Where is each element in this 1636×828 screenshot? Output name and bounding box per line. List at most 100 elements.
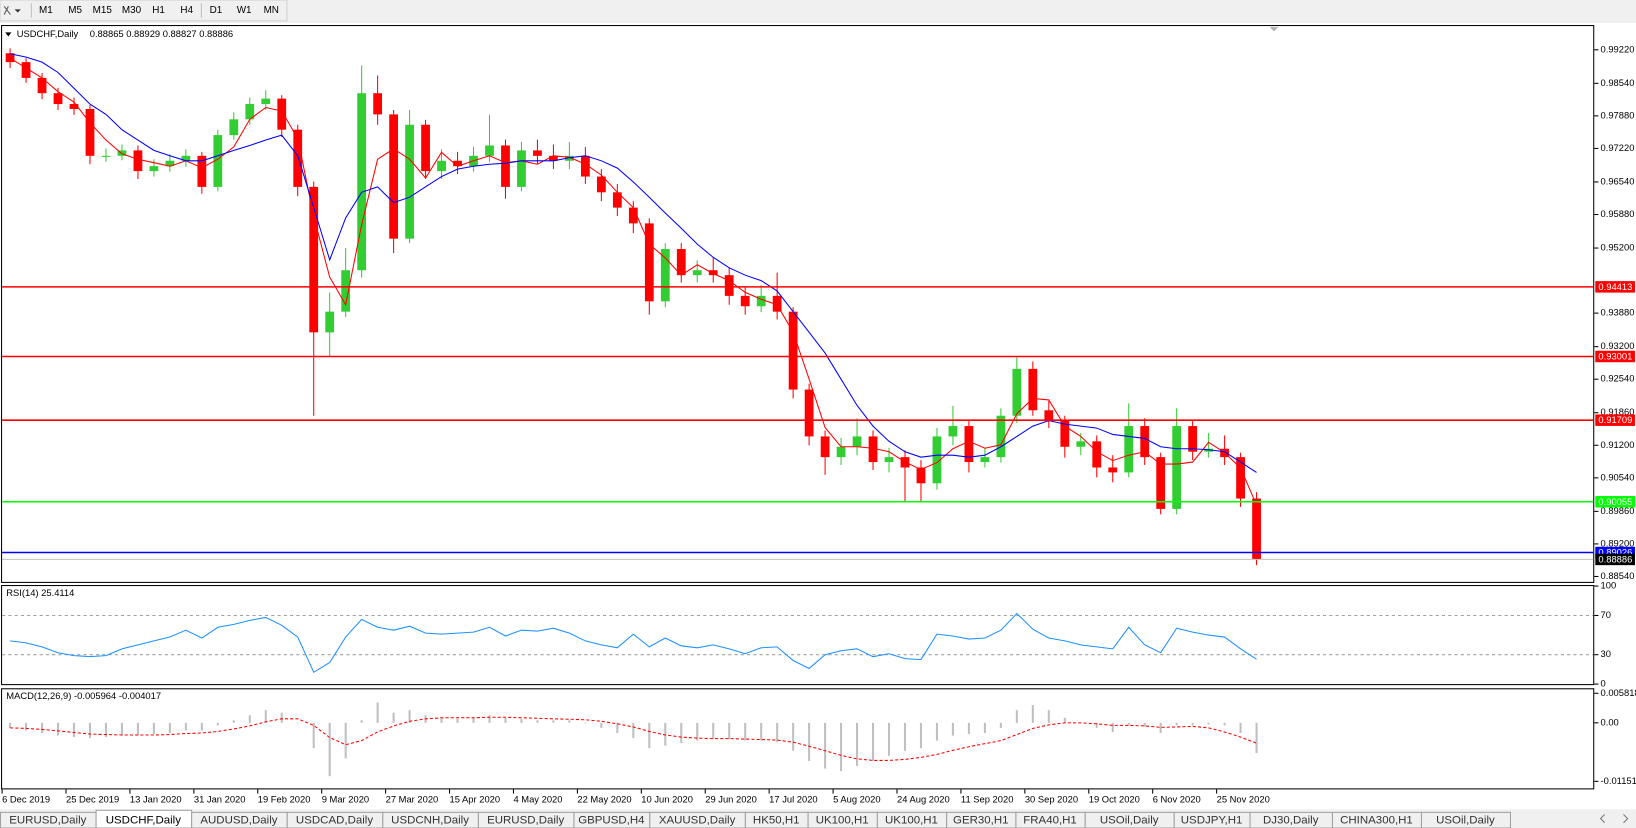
macd-bar — [616, 722, 619, 733]
tab-label[interactable]: DJ30,Daily — [1263, 815, 1319, 827]
macd-bar — [25, 722, 28, 731]
tab-label[interactable]: EURUSD,Daily — [487, 815, 564, 827]
candle-body — [932, 436, 942, 484]
tab-label[interactable]: FRA40,H1 — [1023, 815, 1077, 827]
y-tick-label: -0.011514 — [1601, 776, 1636, 786]
macd-bar — [56, 722, 60, 736]
y-tick-label: 0.88540 — [1601, 571, 1635, 581]
tab[interactable]: EURUSD,Daily — [0, 811, 97, 828]
tab[interactable]: EURUSD,Daily — [477, 811, 575, 828]
candle-body — [772, 295, 782, 312]
macd-bar — [1047, 710, 1050, 723]
tab-label[interactable]: USOil,Daily — [1436, 815, 1495, 827]
candle-body — [788, 311, 798, 390]
tab-label[interactable]: HK50,H1 — [753, 815, 800, 827]
timeframe-button[interactable]: D1 — [210, 5, 223, 16]
tab[interactable]: USDCAD,Daily — [286, 811, 384, 828]
macd-bar — [552, 720, 555, 723]
candle-body — [820, 436, 830, 458]
level-label-bg — [1595, 350, 1635, 363]
timeframe-button[interactable]: H4 — [180, 5, 193, 16]
tab-label[interactable]: EURUSD,Daily — [9, 815, 86, 827]
y-tick-label: 0 — [1601, 679, 1606, 689]
candle-body — [213, 135, 223, 187]
macd-bar — [456, 718, 459, 723]
candle-body — [804, 389, 814, 437]
tab-label[interactable]: UK100,H1 — [816, 815, 869, 827]
tab[interactable]: HK50,H1 — [744, 811, 809, 828]
tab[interactable]: UK100,H1 — [876, 811, 948, 828]
macd-bar — [600, 722, 603, 728]
tab[interactable]: XAUUSD,Daily — [649, 811, 746, 828]
macd-bar — [232, 720, 235, 723]
timeframe-button[interactable]: H1 — [152, 5, 165, 16]
tab[interactable]: USOil,Daily — [1084, 811, 1175, 828]
tab-label[interactable]: AUDUSD,Daily — [200, 815, 277, 827]
candle-body — [229, 119, 239, 136]
macd-bar — [1063, 717, 1066, 723]
candle-body — [1156, 457, 1166, 509]
candle-body — [852, 436, 862, 447]
tab-label[interactable]: XAUUSD,Daily — [659, 815, 736, 827]
macd-bar — [1127, 722, 1130, 726]
y-tick-label: 0.89860 — [1601, 506, 1635, 516]
tab[interactable]: USDCNH,Daily — [382, 811, 479, 828]
candle-body — [5, 53, 15, 63]
tab-label[interactable]: USDJPY,H1 — [1181, 815, 1243, 827]
candle-body — [740, 295, 750, 307]
macd-bar — [1095, 722, 1098, 728]
timeframe-button[interactable]: M5 — [68, 5, 82, 16]
tab[interactable]: USDJPY,H1 — [1173, 811, 1251, 828]
x-tick-label: 10 Jun 2020 — [641, 794, 693, 804]
candle-body — [612, 192, 622, 208]
x-tick-label: 9 Mar 2020 — [322, 794, 369, 804]
timeframe-button[interactable]: MN — [264, 5, 279, 16]
tab[interactable]: UK100,H1 — [807, 811, 878, 828]
macd-bar — [1143, 722, 1146, 727]
tab-label[interactable]: UK100,H1 — [885, 815, 938, 827]
tab-label[interactable]: USDCNH,Daily — [391, 815, 469, 827]
macd-bar — [680, 722, 683, 744]
tab[interactable]: GER30,H1 — [946, 811, 1017, 828]
tab-label[interactable]: USDCHF,Daily — [106, 815, 181, 827]
macd-bar — [728, 722, 731, 740]
macd-bar — [184, 722, 187, 731]
tab-bg[interactable] — [1420, 811, 1512, 828]
macd-bar — [1223, 722, 1226, 726]
x-tick-label: 30 Sep 2020 — [1025, 794, 1078, 804]
macd-bar — [664, 722, 667, 746]
x-tick-label: 22 May 2020 — [577, 794, 631, 804]
symbol-menu[interactable] — [5, 32, 12, 37]
candle-body — [1236, 457, 1245, 499]
tab-label[interactable]: GBPUSD,H4 — [578, 815, 645, 827]
x-tick-label: 5 Aug 2020 — [833, 794, 880, 804]
tab[interactable]: AUDUSD,Daily — [191, 811, 288, 828]
candle-body — [948, 426, 958, 437]
timeframe-button[interactable]: M15 — [93, 5, 113, 16]
tab[interactable]: CHINA300,H1 — [1331, 811, 1423, 828]
timeframe-button[interactable]: M30 — [122, 5, 142, 16]
toolbar-icon[interactable] — [3, 5, 11, 15]
tab-label[interactable]: GER30,H1 — [953, 815, 1008, 827]
candle-body — [1044, 410, 1054, 421]
tab[interactable]: USDCHF,Daily — [95, 809, 193, 828]
tab[interactable]: DJ30,Daily — [1249, 811, 1334, 828]
toolbar-dropdown[interactable] — [14, 9, 21, 13]
candle-body — [1076, 441, 1086, 447]
y-tick-label: 0.89200 — [1601, 538, 1635, 548]
timeframe-button[interactable]: W1 — [237, 5, 252, 16]
macd-bar — [903, 722, 907, 751]
tab[interactable]: FRA40,H1 — [1015, 811, 1086, 828]
tab-label[interactable]: USOil,Daily — [1100, 815, 1159, 827]
tab-label[interactable]: CHINA300,H1 — [1340, 815, 1413, 827]
macd-bar — [1191, 722, 1194, 726]
y-tick-label: 0.99220 — [1601, 44, 1635, 54]
macd-bar — [344, 722, 347, 759]
tab[interactable]: USOil,Daily — [1420, 811, 1512, 828]
timeframe-button[interactable]: M1 — [39, 5, 53, 16]
tab-scroll[interactable] — [1599, 814, 1629, 824]
tab-label[interactable]: USDCAD,Daily — [296, 815, 373, 827]
macd-bar — [392, 712, 395, 723]
tab[interactable]: GBPUSD,H4 — [573, 811, 651, 828]
macd-bar — [568, 720, 571, 723]
